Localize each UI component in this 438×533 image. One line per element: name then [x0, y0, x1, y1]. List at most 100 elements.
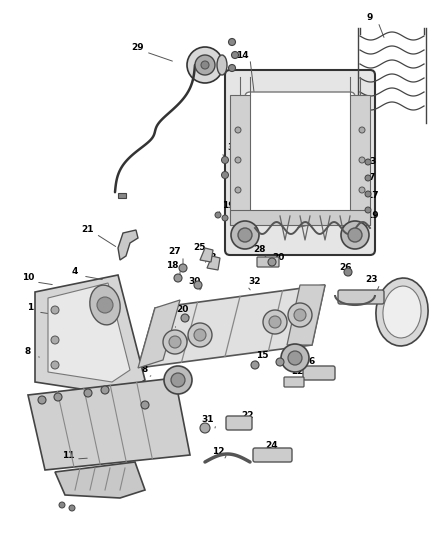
Polygon shape	[138, 285, 325, 368]
Text: 31: 31	[162, 316, 174, 325]
Circle shape	[215, 212, 221, 218]
Text: 28: 28	[254, 246, 266, 254]
Circle shape	[51, 361, 59, 369]
Circle shape	[51, 306, 59, 314]
Text: 26: 26	[339, 263, 351, 272]
Circle shape	[238, 228, 252, 242]
Circle shape	[54, 393, 62, 401]
Text: 22: 22	[292, 367, 304, 376]
Text: 20: 20	[272, 254, 284, 262]
Circle shape	[51, 336, 59, 344]
Circle shape	[294, 309, 306, 321]
Polygon shape	[287, 285, 325, 345]
Polygon shape	[48, 283, 130, 382]
Text: 8: 8	[85, 348, 91, 357]
Text: 16: 16	[279, 353, 291, 362]
Circle shape	[171, 373, 185, 387]
Circle shape	[263, 310, 287, 334]
Polygon shape	[138, 300, 180, 368]
Circle shape	[359, 157, 365, 163]
Circle shape	[188, 323, 212, 347]
Circle shape	[229, 64, 236, 71]
Text: 32: 32	[249, 278, 261, 287]
Ellipse shape	[90, 285, 120, 325]
Circle shape	[179, 264, 187, 272]
Text: 3: 3	[227, 143, 233, 152]
Text: 3: 3	[369, 157, 375, 166]
Circle shape	[169, 336, 181, 348]
Text: 17: 17	[366, 190, 378, 199]
Bar	[230, 95, 250, 225]
Circle shape	[174, 274, 182, 282]
Polygon shape	[207, 256, 220, 270]
Bar	[350, 95, 370, 225]
Circle shape	[222, 157, 229, 164]
Circle shape	[229, 38, 236, 45]
Ellipse shape	[217, 55, 227, 75]
Text: 8: 8	[25, 348, 31, 357]
Circle shape	[181, 314, 189, 322]
Bar	[118, 193, 126, 198]
Polygon shape	[200, 248, 213, 262]
Circle shape	[38, 396, 46, 404]
Circle shape	[269, 316, 281, 328]
Text: 5: 5	[397, 294, 403, 303]
Circle shape	[365, 207, 371, 213]
Polygon shape	[55, 462, 145, 498]
Text: 19: 19	[366, 211, 378, 220]
Text: 10: 10	[22, 273, 34, 282]
Circle shape	[268, 258, 276, 266]
Polygon shape	[28, 378, 190, 470]
Text: 15: 15	[256, 351, 268, 359]
Circle shape	[235, 127, 241, 133]
Text: 8: 8	[115, 353, 121, 362]
Ellipse shape	[376, 278, 428, 346]
Circle shape	[187, 47, 223, 83]
Text: 23: 23	[366, 276, 378, 285]
Text: 9: 9	[367, 13, 373, 22]
Text: 30: 30	[189, 278, 201, 287]
Text: 29: 29	[132, 44, 144, 52]
FancyBboxPatch shape	[257, 257, 279, 267]
Circle shape	[164, 366, 192, 394]
Text: 13: 13	[204, 254, 216, 262]
Text: 14: 14	[236, 51, 248, 60]
FancyBboxPatch shape	[225, 70, 375, 255]
Bar	[230, 210, 370, 225]
Text: 6: 6	[309, 358, 315, 367]
Text: 1: 1	[27, 303, 33, 312]
Circle shape	[344, 268, 352, 276]
Circle shape	[200, 423, 210, 433]
Text: 31: 31	[202, 416, 214, 424]
Circle shape	[194, 281, 202, 289]
Circle shape	[59, 502, 65, 508]
Circle shape	[84, 389, 92, 397]
Text: 27: 27	[169, 247, 181, 256]
Circle shape	[288, 303, 312, 327]
Circle shape	[222, 215, 228, 221]
Text: 4: 4	[72, 268, 78, 277]
FancyBboxPatch shape	[245, 92, 355, 217]
Text: 22: 22	[242, 410, 254, 419]
Circle shape	[232, 52, 239, 59]
Circle shape	[359, 187, 365, 193]
Circle shape	[69, 505, 75, 511]
FancyBboxPatch shape	[284, 377, 304, 387]
Circle shape	[288, 351, 302, 365]
Circle shape	[281, 344, 309, 372]
Text: 7: 7	[369, 174, 375, 182]
Circle shape	[276, 358, 284, 366]
Circle shape	[348, 228, 362, 242]
Text: 18: 18	[166, 261, 178, 270]
Circle shape	[201, 61, 209, 69]
Text: 21: 21	[82, 225, 94, 235]
FancyBboxPatch shape	[303, 366, 335, 380]
FancyBboxPatch shape	[226, 416, 252, 430]
Circle shape	[97, 297, 113, 313]
Circle shape	[365, 175, 371, 181]
Ellipse shape	[383, 286, 421, 338]
Circle shape	[194, 329, 206, 341]
Text: 24: 24	[266, 440, 278, 449]
Text: 8: 8	[142, 366, 148, 375]
Circle shape	[141, 401, 149, 409]
